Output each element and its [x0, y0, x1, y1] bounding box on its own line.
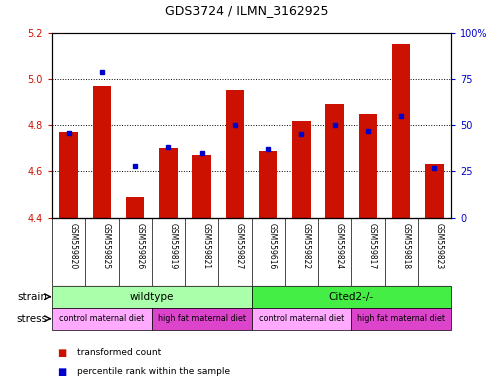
Text: GSM559826: GSM559826 — [135, 223, 144, 269]
Bar — [359, 114, 377, 218]
Bar — [52, 286, 251, 308]
Bar — [425, 164, 444, 218]
Text: ■: ■ — [57, 367, 66, 377]
Bar — [152, 308, 251, 330]
Text: control maternal diet: control maternal diet — [59, 314, 144, 323]
Text: GSM559827: GSM559827 — [235, 223, 244, 269]
Bar — [292, 121, 311, 218]
Text: control maternal diet: control maternal diet — [259, 314, 344, 323]
Bar — [251, 308, 351, 330]
Text: GSM559819: GSM559819 — [169, 223, 177, 269]
Bar — [159, 148, 177, 218]
Bar — [60, 132, 78, 218]
Text: GSM559821: GSM559821 — [202, 223, 211, 269]
Text: GSM559817: GSM559817 — [368, 223, 377, 269]
Text: GSM559824: GSM559824 — [335, 223, 344, 269]
Bar — [251, 286, 451, 308]
Bar — [392, 44, 410, 218]
Text: stress: stress — [16, 314, 47, 324]
Bar — [226, 91, 244, 218]
Bar — [351, 308, 451, 330]
Text: high fat maternal diet: high fat maternal diet — [357, 314, 445, 323]
Bar — [259, 151, 277, 218]
Text: high fat maternal diet: high fat maternal diet — [158, 314, 246, 323]
Text: GSM559823: GSM559823 — [434, 223, 443, 269]
Text: GSM559818: GSM559818 — [401, 223, 410, 269]
Text: GDS3724 / ILMN_3162925: GDS3724 / ILMN_3162925 — [165, 4, 328, 17]
Bar — [325, 104, 344, 218]
Text: GSM559822: GSM559822 — [301, 223, 311, 269]
Text: percentile rank within the sample: percentile rank within the sample — [76, 367, 230, 376]
Text: wildtype: wildtype — [130, 292, 174, 302]
Text: GSM559616: GSM559616 — [268, 223, 277, 270]
Text: GSM559820: GSM559820 — [69, 223, 77, 269]
Bar — [52, 308, 152, 330]
Bar — [192, 155, 211, 218]
Bar — [93, 86, 111, 218]
Text: ■: ■ — [57, 348, 66, 358]
Bar — [126, 197, 144, 218]
Text: strain: strain — [17, 292, 47, 302]
Text: Cited2-/-: Cited2-/- — [329, 292, 374, 302]
Text: transformed count: transformed count — [76, 348, 161, 357]
Text: GSM559825: GSM559825 — [102, 223, 111, 269]
